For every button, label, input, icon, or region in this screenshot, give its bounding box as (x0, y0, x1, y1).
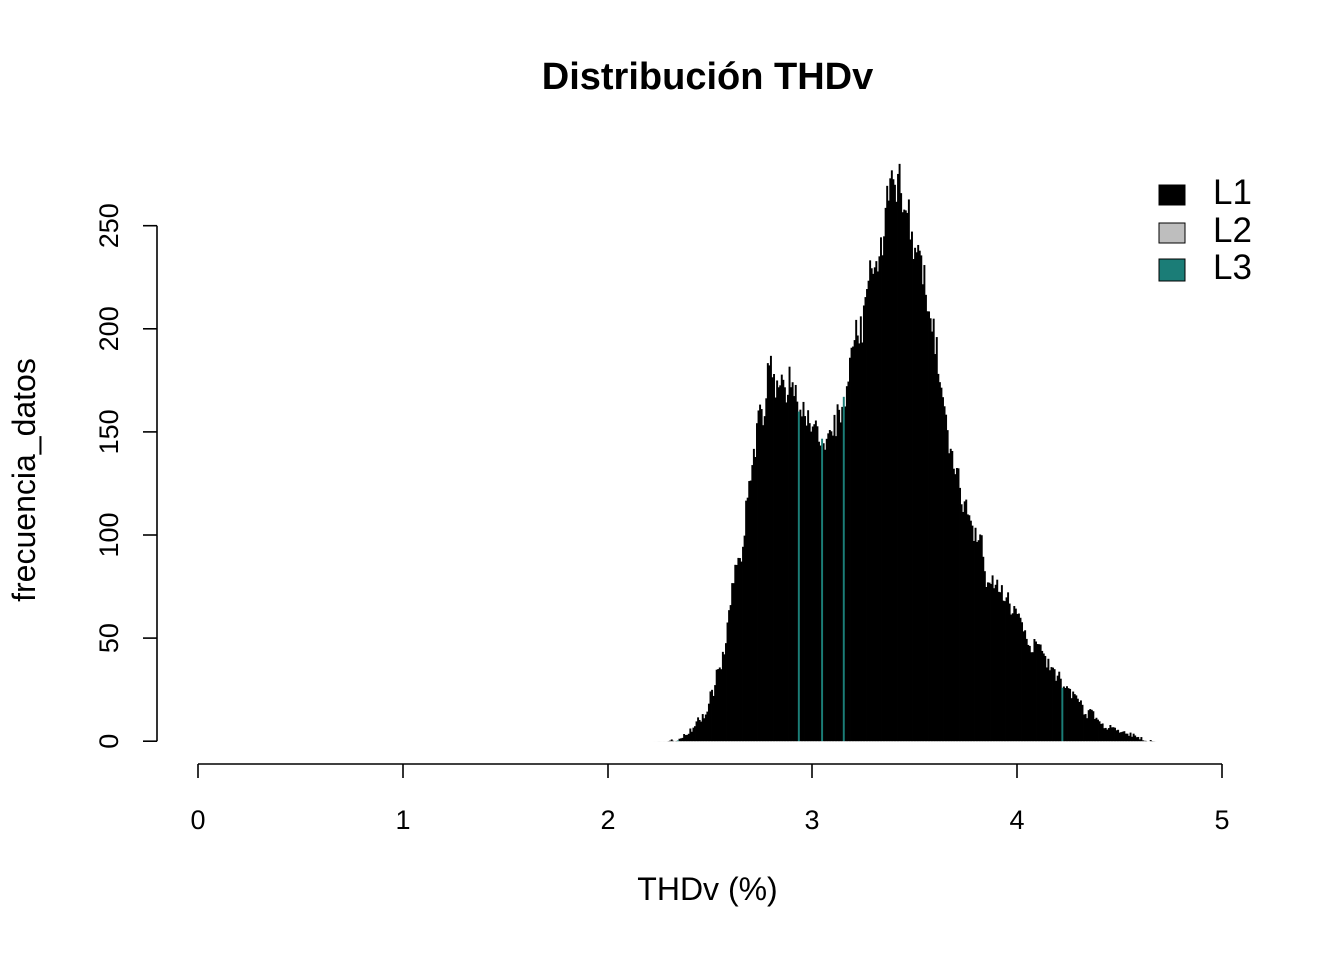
svg-text:L3: L3 (1213, 248, 1252, 287)
svg-text:0: 0 (190, 805, 205, 835)
svg-text:frecuencia_datos: frecuencia_datos (6, 358, 42, 602)
svg-text:50: 50 (94, 623, 124, 653)
svg-text:5: 5 (1214, 805, 1229, 835)
svg-text:4: 4 (1009, 805, 1024, 835)
svg-text:250: 250 (94, 203, 124, 248)
svg-text:3: 3 (804, 805, 819, 835)
svg-text:0: 0 (94, 734, 124, 749)
svg-text:L1: L1 (1213, 173, 1252, 212)
svg-text:100: 100 (94, 512, 124, 557)
svg-text:Distribución THDv: Distribución THDv (542, 56, 873, 98)
svg-text:1: 1 (395, 805, 410, 835)
svg-text:150: 150 (94, 409, 124, 454)
svg-text:L2: L2 (1213, 211, 1252, 250)
svg-text:200: 200 (94, 306, 124, 351)
svg-text:2: 2 (600, 805, 615, 835)
svg-text:THDv (%): THDv (%) (637, 871, 777, 907)
